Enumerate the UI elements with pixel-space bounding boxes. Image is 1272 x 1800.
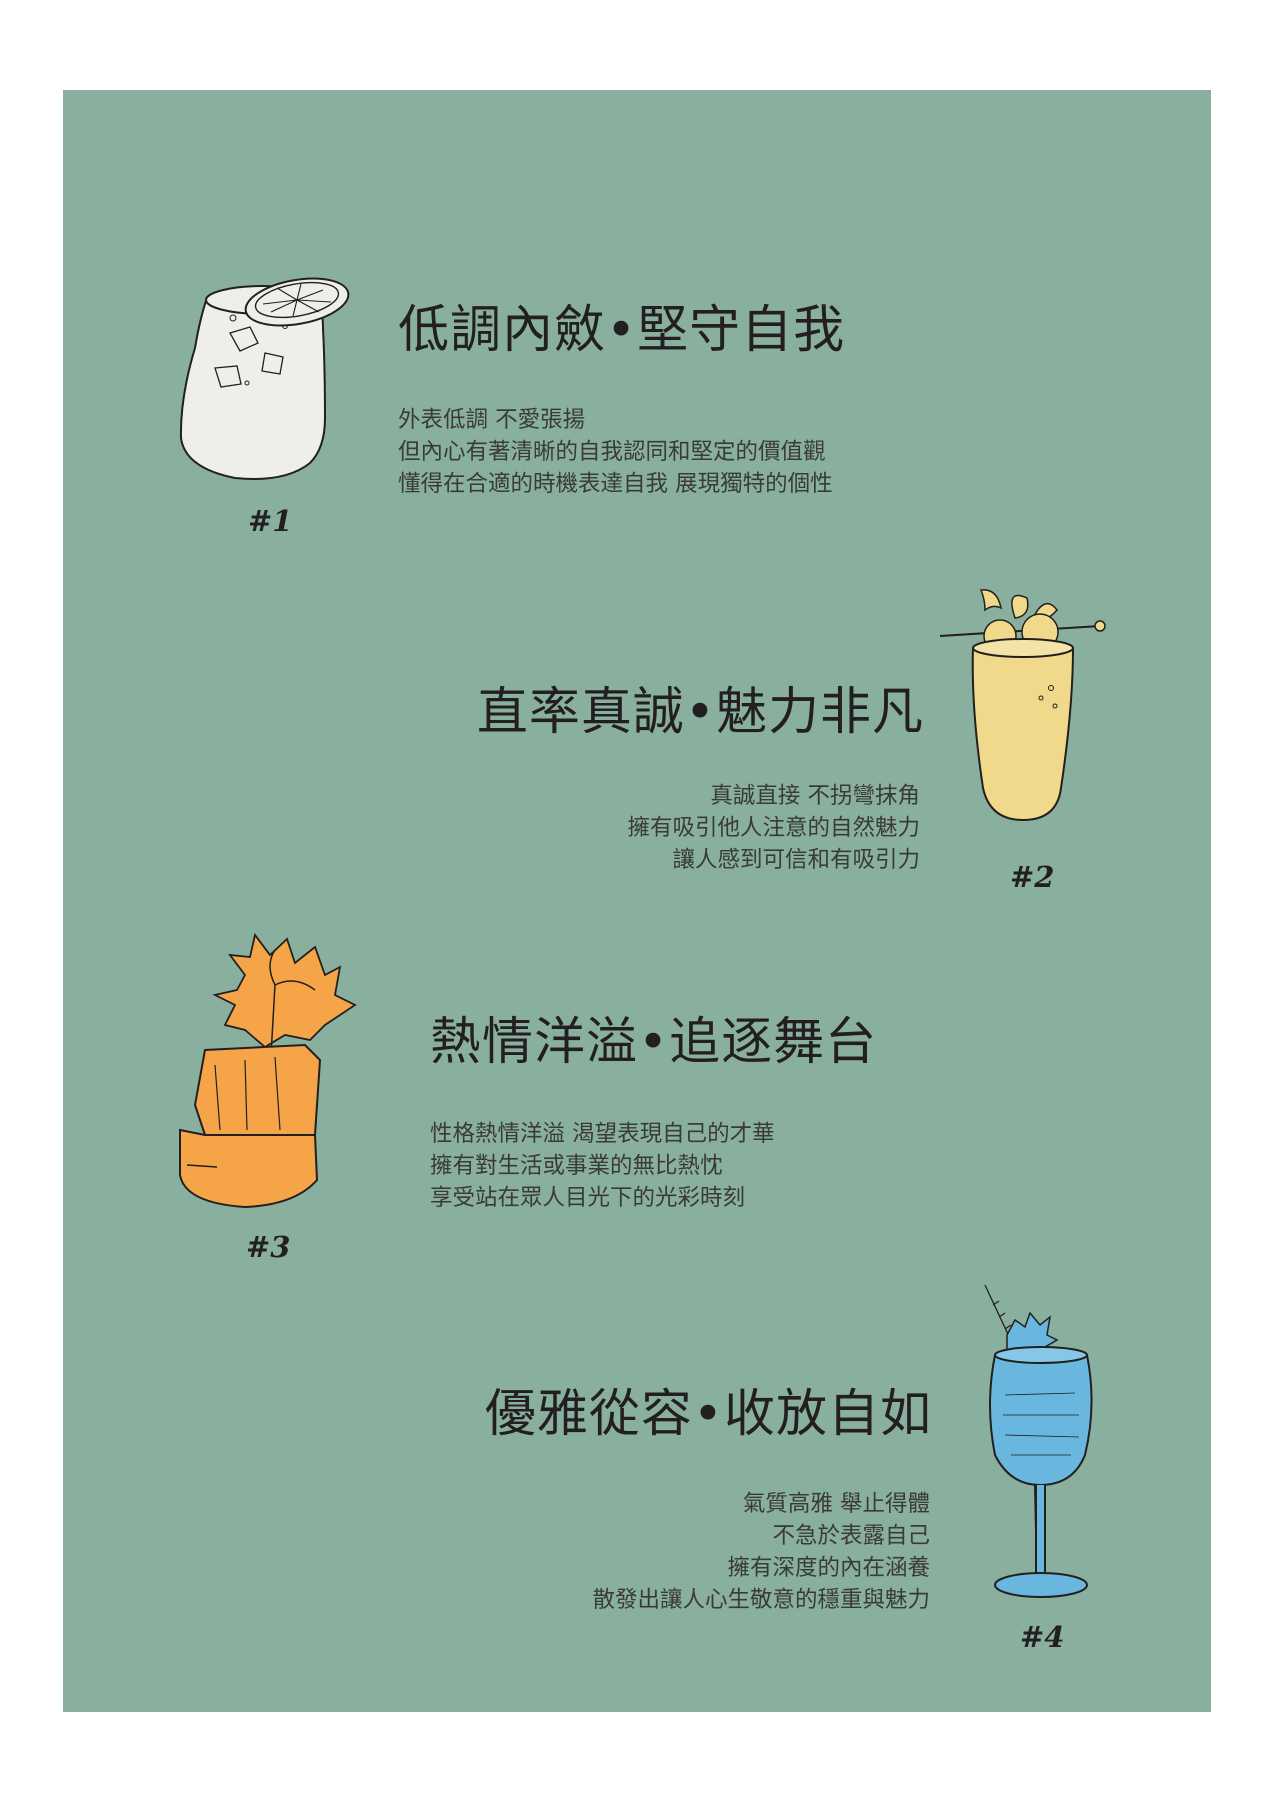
description-line: 性格熱情洋溢 渴望表現自己的才華 — [430, 1121, 775, 1147]
description-line: 真誠直接 不拐彎抹角 — [710, 783, 920, 809]
item-number: #3 — [246, 1230, 291, 1264]
description-line: 擁有吸引他人注意的自然魅力 — [627, 815, 920, 841]
description-line: 擁有對生活或事業的無比熱忱 — [430, 1153, 723, 1179]
item-description: 真誠直接 不拐彎抹角 擁有吸引他人注意的自然魅力 讓人感到可信和有吸引力 — [627, 780, 920, 876]
description-line: 懂得在合適的時機表達自我 展現獨特的個性 — [398, 471, 833, 497]
item-description: 性格熱情洋溢 渴望表現自己的才華 擁有對生活或事業的無比熱忱 享受站在眾人目光下… — [430, 1118, 775, 1214]
item-title: 低調內斂•堅守自我 — [398, 301, 846, 360]
item-number: #1 — [248, 504, 293, 538]
item-title: 優雅從容•收放自如 — [484, 1385, 932, 1444]
description-line: 氣質高雅 舉止得體 — [742, 1491, 930, 1517]
item-description: 氣質高雅 舉止得體 不急於表露自己 擁有深度的內在涵養 散發出讓人心生敬意的穩重… — [592, 1488, 930, 1616]
item-title: 熱情洋溢•追逐舞台 — [430, 1013, 878, 1072]
item-description: 外表低調 不愛張揚 但內心有著清晰的自我認同和堅定的價值觀 懂得在合適的時機表達… — [398, 404, 833, 500]
description-line: 享受站在眾人目光下的光彩時刻 — [430, 1185, 746, 1211]
tall-yellow-cocktail-icon — [939, 589, 1106, 822]
whisky-glass-with-lemon-slice-icon — [179, 277, 350, 480]
description-line: 散發出讓人心生敬意的穩重與魅力 — [592, 1587, 930, 1613]
item-title: 直率真誠•魅力非凡 — [476, 683, 924, 742]
description-line: 外表低調 不愛張揚 — [398, 407, 586, 433]
description-line: 不急於表露自己 — [772, 1523, 930, 1549]
description-line: 擁有深度的內在涵養 — [727, 1555, 930, 1581]
blue-wine-glass-icon — [984, 1284, 1093, 1598]
item-number: #4 — [1020, 1620, 1065, 1654]
orange-cocktail-with-flower-icon — [179, 932, 357, 1209]
description-line: 但內心有著清晰的自我認同和堅定的價值觀 — [398, 439, 826, 465]
item-number: #2 — [1010, 860, 1055, 894]
description-line: 讓人感到可信和有吸引力 — [672, 847, 920, 873]
